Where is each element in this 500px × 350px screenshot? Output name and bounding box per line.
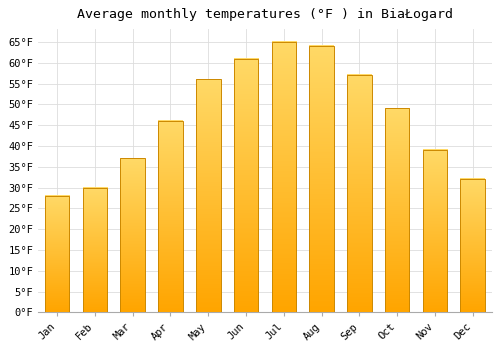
Bar xyxy=(272,42,296,312)
Bar xyxy=(460,179,485,312)
Bar xyxy=(45,196,70,312)
Bar xyxy=(234,58,258,312)
Bar xyxy=(158,121,182,312)
Title: Average monthly temperatures (°F ) in BiaŁogard: Average monthly temperatures (°F ) in Bi… xyxy=(77,8,453,21)
Bar xyxy=(422,150,448,312)
Bar xyxy=(196,79,220,312)
Bar xyxy=(385,108,409,312)
Bar xyxy=(310,46,334,312)
Bar xyxy=(120,159,145,312)
Bar xyxy=(82,188,107,312)
Bar xyxy=(347,75,372,312)
